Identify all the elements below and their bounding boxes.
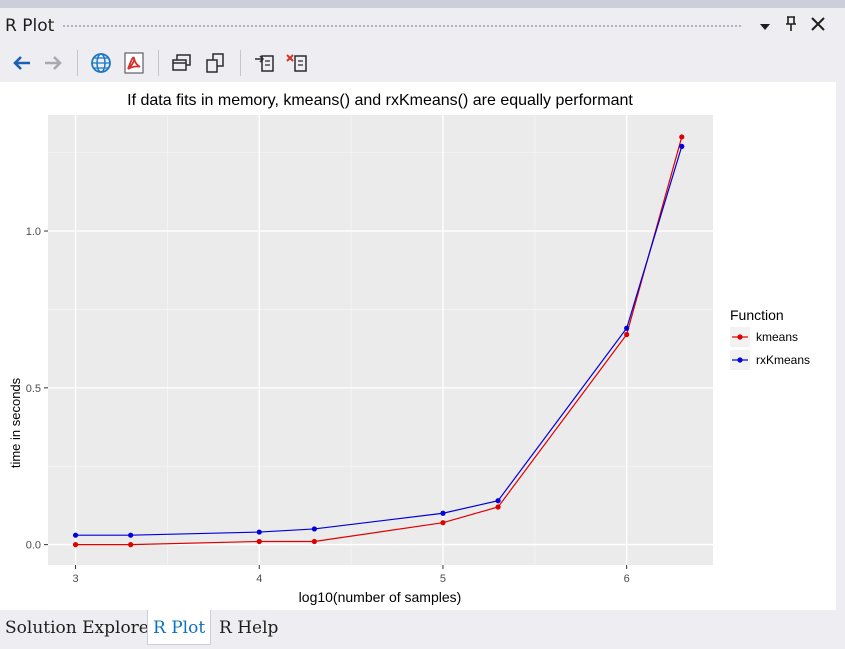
rxkmeans-data-point bbox=[495, 498, 501, 504]
toolbar-separator bbox=[158, 50, 159, 76]
bottom-tab-strip: Solution Explorer R Plot R Help bbox=[0, 610, 845, 649]
rxkmeans-data-point bbox=[128, 532, 134, 538]
y-tick-label: 0.0 bbox=[26, 540, 41, 552]
y-axis-label: time in seconds bbox=[8, 377, 23, 468]
y-tick-label: 1.0 bbox=[26, 226, 41, 238]
pane-right-gutter bbox=[836, 82, 845, 610]
kmeans-timing-chart: If data fits in memory, kmeans() and rxK… bbox=[8, 92, 810, 605]
y-tick-label: 0.5 bbox=[26, 383, 41, 395]
legend-label-rxkmeans: rxKmeans bbox=[756, 353, 810, 367]
series-layer bbox=[72, 134, 685, 548]
x-tick-label: 5 bbox=[440, 573, 446, 585]
kmeans-data-point bbox=[440, 520, 446, 526]
toolbar-separator bbox=[77, 50, 78, 76]
tab-r-help[interactable]: R Help bbox=[219, 618, 279, 638]
toolbar-separator bbox=[240, 50, 241, 76]
x-tick-label: 6 bbox=[624, 573, 630, 585]
window-copy-icon[interactable] bbox=[202, 50, 228, 76]
grid-lines bbox=[48, 115, 713, 565]
export-plot-icon[interactable] bbox=[251, 50, 277, 76]
kmeans-data-point bbox=[311, 538, 317, 545]
legend-marker-rxkmeans bbox=[737, 357, 743, 363]
legend-label-kmeans: kmeans bbox=[756, 330, 798, 344]
legend-marker-kmeans bbox=[737, 334, 743, 340]
forward-arrow-icon[interactable] bbox=[40, 50, 66, 76]
pane-menu-dropdown-icon[interactable] bbox=[755, 16, 775, 38]
kmeans-data-point bbox=[256, 538, 262, 545]
rxkmeans-data-point bbox=[440, 510, 446, 516]
plot-pane: If data fits in memory, kmeans() and rxK… bbox=[0, 82, 836, 610]
rxkmeans-data-point bbox=[624, 325, 630, 331]
rxkmeans-data-point bbox=[256, 529, 262, 535]
pane-title: R Plot bbox=[5, 16, 55, 36]
remove-plot-icon[interactable] bbox=[284, 50, 310, 76]
kmeans-data-point bbox=[72, 542, 79, 548]
tab-solution-explorer[interactable]: Solution Explorer bbox=[5, 618, 157, 638]
x-axis-label: log10(number of samples) bbox=[299, 589, 462, 605]
pdf-icon[interactable] bbox=[121, 50, 147, 76]
legend-title: Function bbox=[730, 307, 784, 323]
x-tick-label: 3 bbox=[72, 573, 78, 585]
web-globe-icon[interactable] bbox=[88, 50, 114, 76]
kmeans-series-line bbox=[75, 136, 683, 546]
axes-layer: 3 4 5 6 0.0 0.5 1.0 bbox=[26, 226, 630, 585]
legend: Function kmeans rxKmeans bbox=[730, 307, 810, 370]
rxkmeans-series-line bbox=[75, 146, 683, 536]
kmeans-data-point bbox=[128, 542, 134, 548]
back-arrow-icon[interactable] bbox=[9, 50, 35, 76]
plot-panel bbox=[48, 115, 713, 565]
pane-title-bar[interactable]: R Plot bbox=[0, 8, 845, 44]
rxkmeans-data-point bbox=[72, 532, 79, 538]
rxkmeans-data-point bbox=[679, 143, 685, 149]
plot-toolbar bbox=[0, 44, 845, 82]
tab-r-plot[interactable]: R Plot bbox=[147, 610, 212, 645]
kmeans-data-point bbox=[624, 331, 630, 338]
rxkmeans-data-point bbox=[311, 526, 317, 532]
x-tick-label: 4 bbox=[256, 573, 262, 585]
chart-title: If data fits in memory, kmeans() and rxK… bbox=[127, 92, 633, 109]
window-top-border bbox=[0, 0, 845, 8]
kmeans-data-point bbox=[495, 504, 501, 510]
pane-drag-grip[interactable] bbox=[62, 24, 742, 29]
kmeans-data-point bbox=[679, 134, 685, 140]
window-restore-icon[interactable] bbox=[169, 50, 195, 76]
close-icon[interactable] bbox=[807, 16, 829, 38]
pin-icon[interactable] bbox=[781, 16, 801, 38]
